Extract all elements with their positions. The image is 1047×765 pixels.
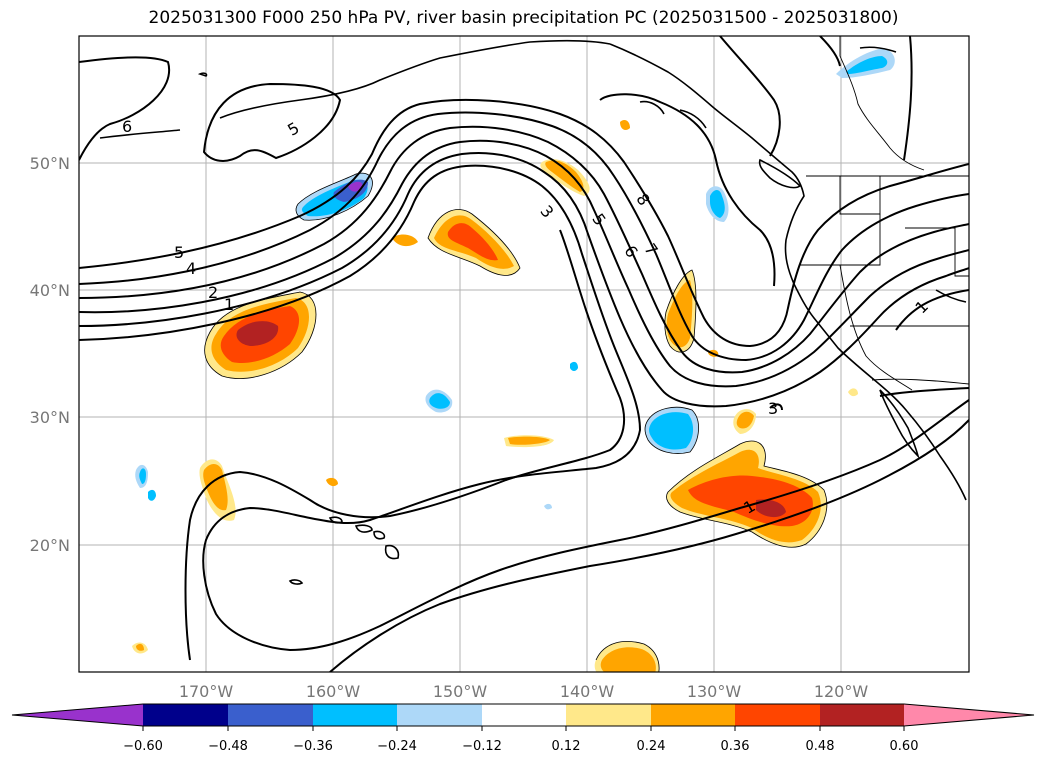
colorbar-extend-high [904,704,1034,726]
colorbar: −0.60 −0.48 −0.36 −0.24 −0.12 0.12 0.24 … [11,703,1035,754]
colorbar-tick-9: 0.48 [806,739,835,754]
map-title: 2025031300 F000 250 hPa PV, river basin … [148,8,899,28]
lon-label-160w: 160°W [306,682,361,701]
lon-label-120w: 120°W [814,682,869,701]
lat-label-50: 50°N [30,154,70,173]
colorbar-tick-10: 0.60 [890,739,919,754]
colorbar-tick-marks [142,726,905,731]
lat-label-30: 30°N [30,408,70,427]
colorbar-bin-5 [482,704,566,726]
coastlines [99,39,967,585]
contour-label-5b: 5 [174,243,184,262]
contour-label-6a: 6 [122,117,132,136]
colorbar-bin-6 [566,704,651,726]
colorbar-tick-7: 0.24 [637,739,666,754]
colorbar-bin-4 [397,704,482,726]
longitude-labels: 170°W 160°W 150°W 140°W 130°W 120°W [179,682,869,701]
colorbar-tick-6: 0.12 [552,739,581,754]
contour-label-3b: 3 [768,399,778,418]
colorbar-bin-2 [228,704,313,726]
colorbar-tick-1: −0.60 [123,739,163,754]
contour-label-1a: 1 [224,295,234,314]
colorbar-tick-2: −0.48 [208,739,248,754]
colorbar-bin-8 [735,704,820,726]
colorbar-tick-5: −0.12 [462,739,502,754]
colorbar-tick-4: −0.24 [377,739,417,754]
contour-label-4: 4 [186,259,196,278]
colorbar-tick-8: 0.36 [721,739,750,754]
political-borders [800,36,969,391]
pv-contours [79,36,969,672]
map-frame [78,35,970,673]
contour-label-2: 2 [208,283,218,302]
latitude-labels: 50°N 40°N 30°N 20°N [30,154,70,555]
lat-label-40: 40°N [30,281,70,300]
colorbar-bin-1 [143,704,228,726]
lon-label-150w: 150°W [433,682,488,701]
lon-label-130w: 130°W [687,682,742,701]
colorbar-bin-3 [313,704,397,726]
colorbar-extend-low [12,704,143,726]
colorbar-bin-7 [651,704,735,726]
lat-label-20: 20°N [30,536,70,555]
colorbar-tick-3: −0.36 [293,739,333,754]
precip-shading [132,48,895,672]
lon-label-140w: 140°W [560,682,615,701]
colorbar-bin-9 [820,704,904,726]
lon-label-170w: 170°W [179,682,234,701]
